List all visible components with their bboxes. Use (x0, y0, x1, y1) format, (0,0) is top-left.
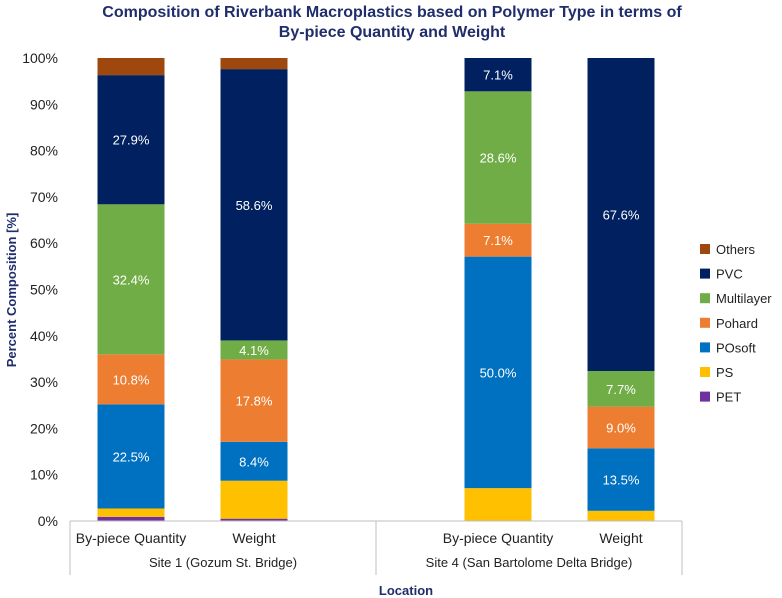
bar-segment-posoft (587, 448, 655, 511)
bar-segment-posoft (220, 441, 288, 481)
x-category-label: By-piece Quantity (76, 530, 187, 546)
data-label: 27.9% (113, 133, 150, 148)
y-tick-label: 0% (38, 513, 58, 529)
legend-label: POsoft (716, 340, 756, 355)
plot-area: 0% 10% 20% 30% 40% 50% 60% 70% 80% 90% 100% 22.5% 10… (22, 50, 683, 575)
data-label: 13.5% (603, 473, 640, 488)
data-label: 67.6% (603, 207, 640, 222)
legend-label: PET (716, 390, 741, 405)
data-label: 58.6% (236, 198, 273, 213)
bar-segment-others (97, 58, 165, 76)
x-group-label: Site 1 (Gozum St. Bridge) (149, 555, 297, 570)
data-label: 9.0% (606, 420, 636, 435)
bar-segment-multilayer (587, 370, 655, 407)
bar-segment-posoft (464, 256, 532, 489)
bar-segment-ps (464, 488, 532, 521)
bar-segment-multilayer (97, 204, 165, 355)
data-label: 7.7% (606, 382, 636, 397)
bar-segment-pvc (220, 69, 288, 341)
legend-label: PVC (716, 267, 743, 282)
bar-segment-pohard (587, 406, 655, 449)
bar-segment-pvc (587, 58, 655, 371)
bar-segment-pvc (97, 75, 165, 205)
chart-title-line2: By-piece Quantity and Weight (279, 24, 506, 41)
bar-segment-posoft (97, 404, 165, 509)
legend-swatch-pvc (700, 268, 710, 279)
chart-title-line1: Composition of Riverbank Macroplastics b… (102, 4, 682, 21)
data-label: 8.4% (239, 454, 269, 469)
bar-segment-pvc (464, 58, 532, 92)
x-group-label: Site 4 (San Bartolome Delta Bridge) (426, 555, 633, 570)
bar-segment-pohard (97, 354, 165, 405)
legend-label: Pohard (716, 316, 758, 331)
bar-segment-pohard (220, 359, 288, 442)
legend-label: PS (716, 365, 734, 380)
bar-segment-multilayer (464, 91, 532, 224)
bar-segment-others (220, 58, 288, 70)
bar-segment-ps (97, 508, 165, 517)
legend-swatch-posoft (700, 342, 710, 353)
y-tick-label: 40% (30, 328, 58, 344)
bar-segment-ps (220, 480, 288, 519)
y-tick-label: 10% (30, 467, 58, 483)
bar-segment-pet (220, 518, 288, 521)
legend-swatch-ps (700, 367, 710, 377)
data-label: 32.4% (113, 272, 150, 287)
x-axis-title: Location (379, 583, 433, 598)
data-label: 4.1% (239, 343, 269, 358)
legend-label: Others (716, 242, 756, 257)
data-label: 7.1% (483, 233, 513, 248)
legend-swatch-others (700, 244, 710, 254)
y-tick-label: 90% (30, 96, 58, 112)
x-category-label: Weight (599, 530, 642, 546)
legend-label: Multilayer (716, 291, 772, 306)
bar-segment-pet (97, 516, 165, 521)
y-axis-title: Percent Composition [%] (4, 213, 19, 368)
y-tick-label: 80% (30, 143, 58, 159)
y-tick-label: 60% (30, 235, 58, 251)
y-tick-label: 20% (30, 420, 58, 436)
y-tick-label: 100% (22, 50, 58, 66)
x-category-label: Weight (232, 530, 275, 546)
y-tick-label: 70% (30, 189, 58, 205)
data-label: 17.8% (236, 394, 273, 409)
y-tick-label: 50% (30, 282, 58, 298)
legend-swatch-pohard (700, 317, 710, 328)
data-label: 10.8% (113, 372, 150, 387)
data-label: 7.1% (483, 68, 513, 83)
bar-segment-ps (587, 510, 655, 521)
data-label: 22.5% (113, 449, 150, 464)
legend: Others PVC Multilayer Pohard POsoft PS PET (700, 242, 772, 405)
data-label: 28.6% (480, 151, 517, 166)
data-label: 50.0% (480, 365, 517, 380)
legend-swatch-multilayer (700, 293, 710, 304)
bar-segment-pohard (464, 223, 532, 257)
y-tick-label: 30% (30, 374, 58, 390)
legend-swatch-pet (700, 391, 710, 402)
bar-segment-multilayer (220, 340, 288, 360)
x-category-label: By-piece Quantity (443, 530, 554, 546)
